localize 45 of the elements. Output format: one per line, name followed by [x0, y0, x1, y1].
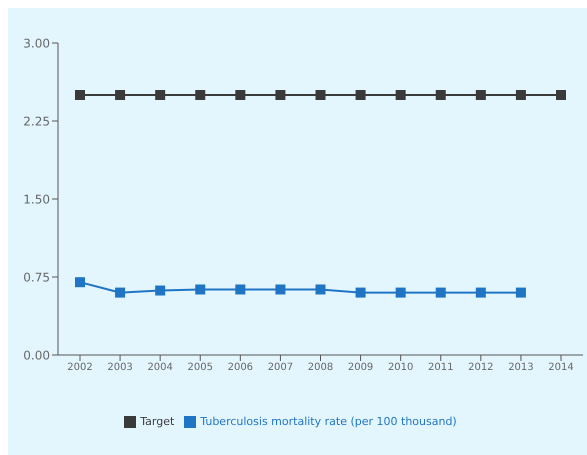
x-tick-label: 2008 — [308, 362, 334, 374]
legend-label: Tuberculosis mortality rate (per 100 thousand) — [200, 415, 457, 428]
point — [356, 90, 366, 100]
point — [396, 288, 406, 298]
x-tick-label: 2003 — [107, 362, 133, 374]
x-tick-label: 2002 — [67, 362, 93, 374]
x-tick-label: 2014 — [548, 362, 574, 374]
point — [516, 90, 526, 100]
point — [75, 277, 85, 288]
point — [476, 90, 486, 100]
x-tick-label: 2010 — [388, 362, 414, 374]
y-tick-label: 3.00 — [23, 36, 50, 50]
point — [115, 90, 126, 100]
y-tick-label: 2.25 — [23, 114, 50, 128]
x-tick-label: 2004 — [147, 362, 173, 374]
x-tick-label: 2005 — [188, 362, 213, 374]
x-tick-label: 2007 — [268, 362, 294, 374]
point — [195, 90, 206, 100]
x-tick-label: 2009 — [348, 362, 374, 374]
point — [356, 288, 366, 298]
point — [275, 90, 286, 100]
point — [195, 284, 206, 294]
point — [235, 284, 246, 294]
point — [275, 284, 286, 294]
point — [235, 90, 246, 100]
point — [396, 90, 406, 100]
y-tick-label: 1.50 — [23, 192, 50, 206]
point — [155, 90, 166, 100]
point — [316, 284, 326, 294]
point — [316, 90, 326, 100]
point — [516, 288, 526, 298]
point — [75, 90, 85, 100]
y-tick-label: 0.75 — [23, 270, 50, 284]
point — [115, 288, 126, 298]
x-tick-label: 2011 — [428, 362, 454, 374]
x-tick-label: 2012 — [468, 362, 494, 374]
point — [155, 286, 166, 296]
point — [476, 288, 486, 298]
x-tick-label: 2013 — [508, 362, 534, 374]
point — [436, 90, 446, 100]
point — [436, 288, 446, 298]
point — [556, 90, 566, 100]
legend-label: Target — [140, 415, 174, 428]
x-tick-label: 2006 — [228, 362, 254, 374]
y-tick-label: 0.00 — [23, 348, 50, 362]
